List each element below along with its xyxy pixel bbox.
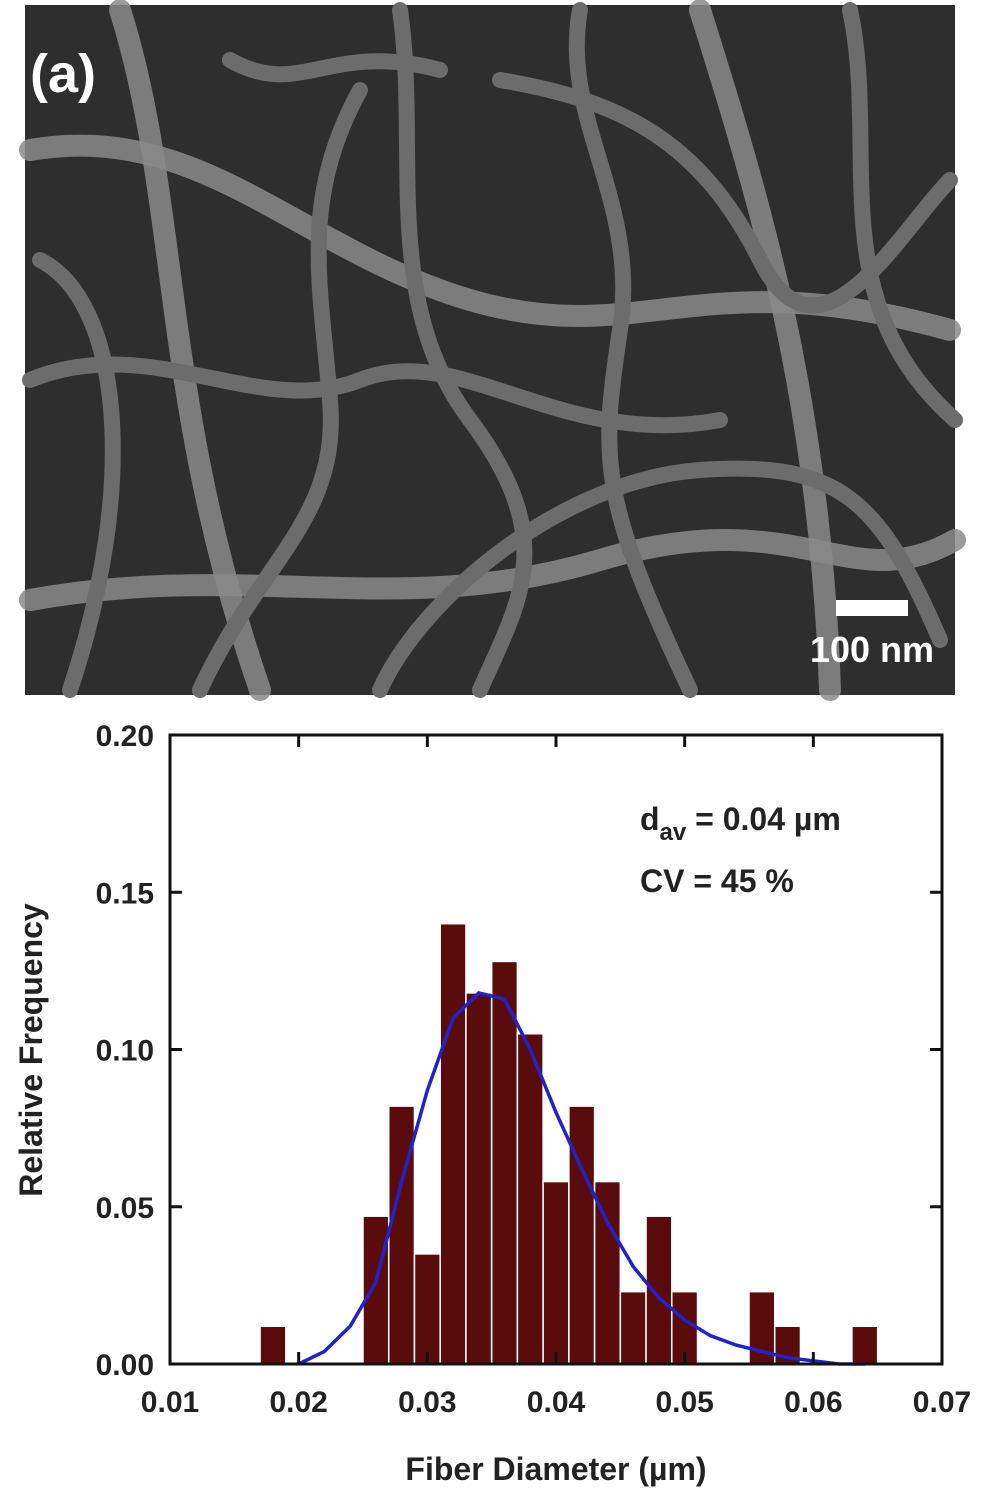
fiber: [192, 82, 368, 698]
fiber: [842, 2, 963, 428]
x-tick-label: 0.04: [527, 1386, 586, 1419]
y-tick-label: 0.15: [96, 877, 154, 910]
fiber: [568, 2, 698, 698]
y-tick-label: 0.20: [96, 720, 154, 753]
y-tick-label: 0.10: [96, 1035, 154, 1068]
x-axis-label: Fiber Diameter (µm): [405, 1451, 706, 1487]
bar: [593, 1180, 622, 1365]
bar: [439, 922, 467, 1365]
fiber: [19, 529, 966, 611]
x-tick-label: 0.06: [784, 1386, 842, 1419]
bar: [413, 1253, 441, 1365]
sem-image: 100 nm (a): [19, 0, 966, 701]
annotation-text: CV = 45 %: [640, 863, 794, 899]
x-tick-label: 0.03: [398, 1386, 456, 1419]
x-tick-label: 0.01: [141, 1386, 199, 1419]
panel-label: (a): [30, 44, 96, 104]
annotation-text: d: [640, 801, 660, 837]
bar: [645, 1215, 673, 1365]
annotation: dav = 0.04 µm: [640, 801, 841, 846]
fiber: [109, 0, 271, 701]
annotation: CV = 45 %: [640, 863, 794, 899]
bar: [851, 1325, 879, 1365]
y-tick-label: 0.05: [96, 1192, 154, 1225]
bar: [362, 1215, 390, 1365]
y-axis-label: Relative Frequency: [13, 903, 49, 1197]
x-tick-label: 0.05: [655, 1386, 713, 1419]
bar: [490, 960, 519, 1365]
annotation-subscript: av: [660, 819, 687, 846]
fiber: [32, 252, 121, 698]
bar: [516, 1033, 544, 1365]
bar: [619, 1290, 647, 1365]
bar: [542, 1180, 570, 1365]
fiber: [22, 356, 728, 434]
annotation-text: = 0.04 µm: [686, 801, 841, 837]
fiber: [19, 134, 961, 341]
fiber: [492, 72, 958, 314]
histogram: 0.01 0.02 0.03 0.04 0.05 0.06 0.07 0.00 0.05 0.10…: [13, 720, 971, 1487]
bar: [465, 992, 493, 1365]
bar: [568, 1105, 596, 1365]
bar: [259, 1325, 287, 1365]
y-tick-label: 0.00: [96, 1349, 154, 1382]
fiber: [222, 52, 448, 83]
x-tick-label: 0.02: [269, 1386, 327, 1419]
fiber: [392, 2, 533, 698]
scale-bar-label: 100 nm: [810, 629, 934, 670]
x-tick-label: 0.07: [913, 1386, 971, 1419]
fit-curve: [297, 990, 865, 1366]
scale-bar: [836, 600, 908, 616]
fiber: [689, 0, 841, 701]
fiber: [372, 460, 948, 698]
